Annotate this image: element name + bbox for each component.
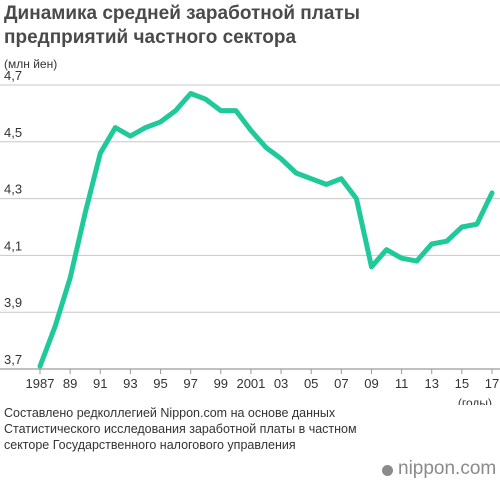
data-point: [309, 176, 314, 181]
data-point: [399, 256, 404, 261]
y-tick-label: 4,1: [4, 238, 22, 253]
x-axis: 1987 89 91 93 95 97 99 2001 03 05 07 09 11 13 15 17: [26, 369, 499, 391]
x-tick-label: 05: [304, 376, 318, 391]
data-point: [233, 108, 238, 113]
data-point: [158, 119, 163, 124]
x-tick-label: 95: [153, 376, 167, 391]
x-tick-label: 03: [274, 376, 288, 391]
data-point: [264, 145, 269, 150]
data-point: [68, 276, 73, 281]
series-layer: [37, 91, 495, 369]
line-chart: 3,7 3,9 4,1 4,3 4,5 4,7 1987 89 91 93 95 97 99 2001 0…: [0, 57, 500, 405]
source-note: Составлено редколлегией Nippon.com на ос…: [4, 406, 357, 452]
data-point: [113, 125, 118, 130]
data-point: [459, 225, 464, 230]
x-tick-label: 91: [93, 376, 107, 391]
data-point: [188, 91, 193, 96]
x-tick-label: 07: [334, 376, 348, 391]
data-point: [38, 364, 43, 369]
x-tick-label: 1987: [26, 376, 55, 391]
data-point: [173, 108, 178, 113]
data-point: [98, 151, 103, 156]
x-tick-label: 11: [395, 376, 409, 391]
x-tick-label: 2001: [236, 376, 265, 391]
y-axis-label: (млн йен): [4, 57, 57, 71]
y-tick-label: 3,9: [4, 295, 22, 310]
data-point: [143, 125, 148, 130]
x-tick-label: 89: [63, 376, 77, 391]
brand-name: nippon.com: [398, 458, 497, 479]
brand-logo[interactable]: nippon.com: [382, 458, 496, 480]
x-tick-label: 99: [214, 376, 228, 391]
data-point: [369, 264, 374, 269]
data-point: [474, 222, 479, 227]
y-tick-label: 3,7: [4, 352, 22, 367]
chart-title: Динамика средней заработной платы предпр…: [4, 3, 360, 48]
data-point: [128, 134, 133, 139]
data-point: [490, 190, 495, 195]
data-point: [384, 247, 389, 252]
x-tick-label: 09: [364, 376, 378, 391]
data-point: [354, 196, 359, 201]
y-tick-label: 4,3: [4, 182, 22, 197]
data-point: [294, 171, 299, 176]
data-point: [218, 108, 223, 113]
x-axis-label: (годы): [458, 396, 492, 405]
data-point: [324, 182, 329, 187]
data-point: [203, 97, 208, 102]
data-point: [53, 324, 58, 329]
data-point: [339, 176, 344, 181]
series-line: [37, 91, 495, 369]
data-point: [414, 259, 419, 264]
x-tick-label: 15: [455, 376, 469, 391]
y-tick-label: 4,5: [4, 125, 22, 140]
y-tick-label: 4,7: [4, 68, 22, 83]
x-tick-label: 13: [424, 376, 438, 391]
grid-layer: [0, 84, 500, 370]
data-point: [444, 239, 449, 244]
data-point: [83, 210, 88, 215]
data-point: [248, 128, 253, 133]
x-tick-label: 93: [123, 376, 137, 391]
brand-dot-icon: [382, 464, 393, 476]
y-axis: 3,7 3,9 4,1 4,3 4,5 4,7: [4, 68, 22, 367]
x-tick-label: 97: [183, 376, 197, 391]
data-point: [279, 156, 284, 161]
x-tick-label: 17: [485, 376, 499, 391]
data-point: [429, 242, 434, 247]
